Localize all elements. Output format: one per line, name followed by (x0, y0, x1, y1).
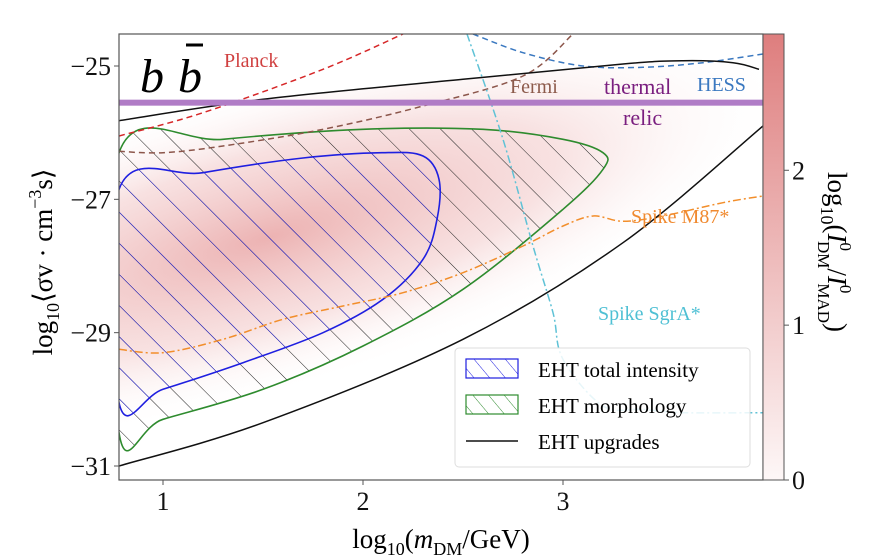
colorbar-tick-label: 1 (792, 311, 805, 340)
x-tick-label: 3 (557, 487, 570, 516)
legend-box (454, 347, 751, 468)
colorbar-tick-label: 2 (792, 156, 805, 185)
legend-label-upgrades: EHT upgrades (538, 430, 660, 454)
region-hatch-eht-total-intensity (119, 152, 441, 416)
legend-swatch-total-intensity (465, 358, 519, 379)
label-spike-m87: Spike M87* (631, 206, 729, 228)
y-axis-label: log10⟨σv · cm−3s⟩ (25, 169, 63, 356)
label-relic: relic (623, 105, 662, 130)
colorbar-label: log10(I0DM/I0MAD) (814, 172, 855, 332)
label-thermal: thermal (604, 74, 671, 99)
label-planck: Planck (224, 50, 278, 72)
thermal-relic-band (119, 99, 763, 106)
x-tick-label: 2 (357, 487, 370, 516)
series-fermi (119, 34, 574, 154)
series-planck (119, 34, 404, 137)
channel-b2: b (178, 50, 202, 103)
y-tick-label: −25 (70, 52, 111, 81)
label-fermi: Fermi (510, 76, 558, 98)
colorbar (762, 33, 785, 481)
series-eht-upgrades-lower (119, 125, 763, 467)
series-spike-m87 (119, 195, 763, 354)
label-spike-sgra: Spike SgrA* (598, 303, 701, 325)
y-tick-label: −29 (70, 319, 111, 348)
region-edge-eht-morphology (119, 127, 609, 452)
channel-b1: b (140, 50, 164, 103)
legend: EHT total intensity EHT morphology EHT u… (454, 347, 751, 468)
channel-label: b b (140, 43, 203, 103)
legend-swatch-morphology (465, 394, 519, 415)
legend-label-total-intensity: EHT total intensity (538, 358, 699, 382)
legend-label-morphology: EHT morphology (538, 394, 687, 418)
region-edge-eht-total-intensity (119, 151, 441, 417)
colorbar-tick-label: 0 (792, 466, 805, 495)
x-tick-label: 1 (157, 487, 170, 516)
label-hess: HESS (697, 74, 746, 96)
y-tick-label: −31 (70, 452, 111, 481)
y-tick-label: −27 (70, 185, 111, 214)
x-axis-label: log10(mDM/GeV) (352, 524, 530, 557)
series-hess (472, 34, 763, 69)
